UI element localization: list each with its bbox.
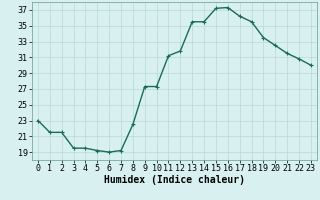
X-axis label: Humidex (Indice chaleur): Humidex (Indice chaleur) (104, 175, 245, 185)
